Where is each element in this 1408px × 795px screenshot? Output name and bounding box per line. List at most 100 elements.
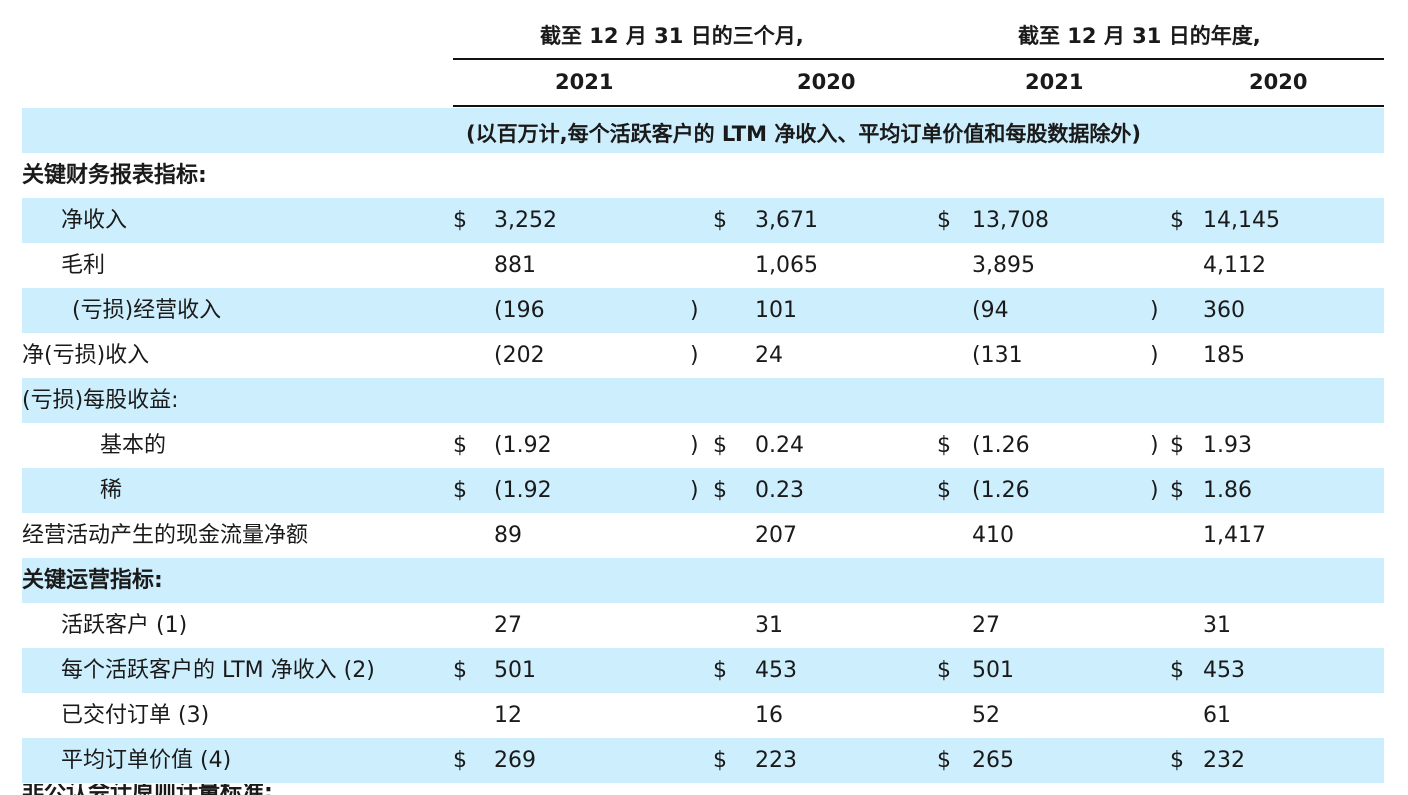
row-label: 平均订单价值 (4) (61, 748, 232, 773)
year-col-1: 2021 (555, 70, 614, 94)
value-cell: 27 (972, 613, 1000, 638)
period-header-year: 截至 12 月 31 日的年度, (1018, 24, 1261, 48)
value-cell: 501 (494, 658, 536, 683)
value-cell: 13,708 (972, 208, 1049, 233)
currency-symbol: $ (713, 658, 727, 683)
year-col-4: 2020 (1249, 70, 1308, 94)
row-band (22, 468, 1384, 513)
value-cell: 185 (1203, 343, 1245, 368)
currency-symbol: $ (1170, 748, 1184, 773)
value-cell: (196 (494, 298, 545, 323)
currency-symbol: $ (453, 478, 467, 503)
row-band (22, 738, 1384, 783)
year-col-3: 2021 (1025, 70, 1084, 94)
value-cell: 501 (972, 658, 1014, 683)
closing-paren: ) (1150, 343, 1159, 368)
currency-symbol: $ (937, 478, 951, 503)
currency-symbol: $ (937, 748, 951, 773)
currency-symbol: $ (713, 478, 727, 503)
value-cell: 89 (494, 523, 522, 548)
units-note: (以百万计,每个活跃客户的 LTM 净收入、平均订单价值和每股数据除外) (466, 122, 1141, 146)
value-cell: 232 (1203, 748, 1245, 773)
row-label: 关键运营指标: (22, 568, 163, 593)
value-cell: (94 (972, 298, 1009, 323)
closing-paren: ) (1150, 433, 1159, 458)
row-band (22, 558, 1384, 603)
closing-paren: ) (1150, 478, 1159, 503)
value-cell: 410 (972, 523, 1014, 548)
value-cell: (131 (972, 343, 1023, 368)
currency-symbol: $ (453, 748, 467, 773)
value-cell: 31 (755, 613, 783, 638)
row-label: 净收入 (61, 208, 128, 233)
value-cell: (1.26 (972, 478, 1030, 503)
value-cell: (1.92 (494, 478, 552, 503)
value-cell: 0.24 (755, 433, 804, 458)
value-cell: (202 (494, 343, 545, 368)
value-cell: 1.93 (1203, 433, 1252, 458)
row-label: 已交付订单 (3) (61, 703, 210, 728)
value-cell: 3,252 (494, 208, 557, 233)
value-cell: 3,671 (755, 208, 818, 233)
row-label: 关键财务报表指标: (22, 163, 207, 188)
value-cell: 1,065 (755, 253, 818, 278)
row-label: 净(亏损)收入 (22, 343, 150, 368)
currency-symbol: $ (713, 433, 727, 458)
value-cell: 4,112 (1203, 253, 1266, 278)
header-rule-bottom (453, 105, 1384, 107)
row-label: 经营活动产生的现金流量净额 (22, 523, 309, 548)
closing-paren: ) (1150, 298, 1159, 323)
currency-symbol: $ (453, 433, 467, 458)
value-cell: 27 (494, 613, 522, 638)
currency-symbol: $ (713, 208, 727, 233)
value-cell: 881 (494, 253, 536, 278)
value-cell: 269 (494, 748, 536, 773)
value-cell: 24 (755, 343, 783, 368)
partial-footer-heading: 非公认会计原则计量标准: (22, 784, 273, 795)
header-rule-top (453, 58, 1384, 60)
value-cell: 223 (755, 748, 797, 773)
value-cell: 0.23 (755, 478, 804, 503)
units-note-band (22, 108, 1384, 153)
row-band (22, 648, 1384, 693)
currency-symbol: $ (1170, 478, 1184, 503)
row-label: 稀 (100, 478, 123, 503)
row-band (22, 198, 1384, 243)
row-label: 基本的 (100, 433, 167, 458)
value-cell: 14,145 (1203, 208, 1280, 233)
row-label: 每个活跃客户的 LTM 净收入 (2) (61, 658, 375, 683)
value-cell: 360 (1203, 298, 1245, 323)
value-cell: 61 (1203, 703, 1231, 728)
value-cell: 207 (755, 523, 797, 548)
value-cell: 31 (1203, 613, 1231, 638)
value-cell: 265 (972, 748, 1014, 773)
currency-symbol: $ (937, 208, 951, 233)
row-label: (亏损)经营收入 (72, 298, 222, 323)
currency-symbol: $ (1170, 208, 1184, 233)
value-cell: 1.86 (1203, 478, 1252, 503)
currency-symbol: $ (1170, 433, 1184, 458)
currency-symbol: $ (937, 658, 951, 683)
currency-symbol: $ (713, 748, 727, 773)
row-label: (亏损)每股收益: (22, 388, 179, 413)
value-cell: 453 (1203, 658, 1245, 683)
year-col-2: 2020 (797, 70, 856, 94)
row-label: 毛利 (61, 253, 106, 278)
row-label: 活跃客户 (1) (61, 613, 188, 638)
value-cell: 52 (972, 703, 1000, 728)
currency-symbol: $ (453, 208, 467, 233)
value-cell: 16 (755, 703, 783, 728)
closing-paren: ) (690, 298, 699, 323)
value-cell: (1.26 (972, 433, 1030, 458)
value-cell: 12 (494, 703, 522, 728)
closing-paren: ) (690, 343, 699, 368)
row-band (22, 378, 1384, 423)
closing-paren: ) (690, 433, 699, 458)
currency-symbol: $ (937, 433, 951, 458)
value-cell: 453 (755, 658, 797, 683)
currency-symbol: $ (453, 658, 467, 683)
value-cell: (1.92 (494, 433, 552, 458)
period-header-three-months: 截至 12 月 31 日的三个月, (540, 24, 804, 48)
value-cell: 3,895 (972, 253, 1035, 278)
value-cell: 1,417 (1203, 523, 1266, 548)
